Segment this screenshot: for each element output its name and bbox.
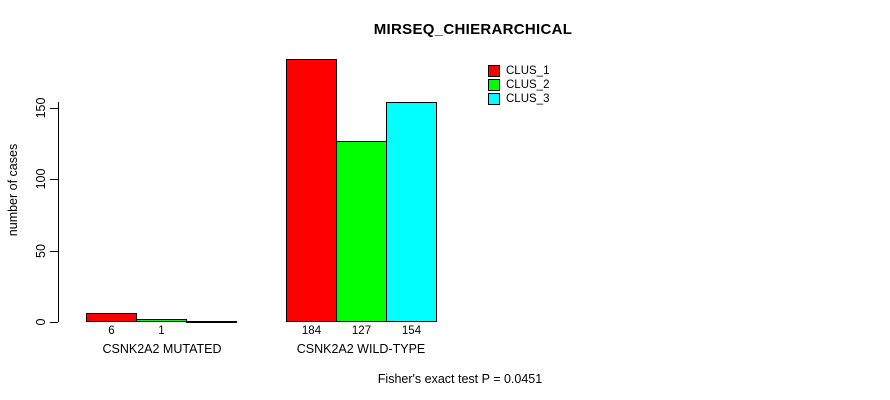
legend-swatch-icon	[488, 93, 500, 105]
bar-value-label: 1	[158, 325, 165, 337]
x-group-label-wildtype: CSNK2A2 WILD-TYPE	[296, 342, 426, 356]
legend-item-label: CLUS_2	[506, 79, 550, 91]
legend-item-clus_2: CLUS_2	[488, 78, 549, 92]
bar-clus_3-group1	[386, 102, 437, 322]
y-axis-label: number of cases	[6, 143, 20, 237]
y-tick-mark	[50, 251, 58, 252]
y-axis-line	[58, 102, 59, 322]
legend-swatch-icon	[488, 65, 500, 77]
y-tick-label: 150	[34, 97, 48, 119]
legend-item-clus_3: CLUS_3	[488, 92, 549, 106]
y-tick-mark	[50, 322, 58, 323]
bar-value-label: 6	[108, 325, 115, 337]
legend-item-label: CLUS_1	[506, 65, 550, 77]
y-tick-mark	[50, 179, 58, 180]
bar-clus_1-group1	[286, 59, 337, 322]
bar-clus_2-group0	[136, 319, 187, 322]
y-tick-mark	[50, 108, 58, 109]
footnote-pvalue: Fisher's exact test P = 0.0451	[377, 372, 543, 386]
y-tick-label: 0	[34, 318, 48, 326]
x-group-label-mutated: CSNK2A2 MUTATED	[102, 342, 222, 356]
legend-item-label: CLUS_3	[506, 93, 550, 105]
legend-item-clus_1: CLUS_1	[488, 64, 549, 78]
bar-clus_1-group0	[86, 313, 137, 322]
y-tick-label: 50	[34, 244, 48, 258]
bar-value-label: 154	[401, 325, 422, 337]
bar-value-label: 184	[301, 325, 322, 337]
y-tick-label: 100	[34, 168, 48, 190]
bar-clus_3-group0	[186, 321, 237, 323]
chart-title: MIRSEQ_CHIERARCHICAL	[373, 21, 573, 38]
bar-value-label: 127	[351, 325, 372, 337]
legend: CLUS_1 CLUS_2 CLUS_3	[488, 64, 549, 106]
legend-swatch-icon	[488, 79, 500, 91]
bar-clus_2-group1	[336, 141, 387, 322]
